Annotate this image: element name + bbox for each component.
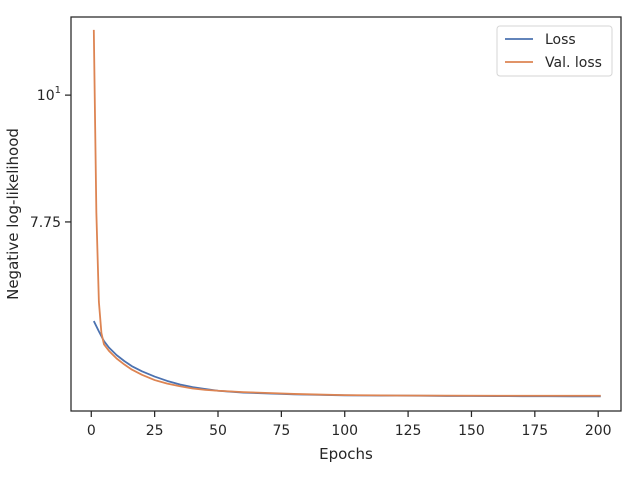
y-axis-label: Negative log-likelihood <box>4 128 22 300</box>
legend-label: Val. loss <box>545 55 602 71</box>
x-tick-label: 150 <box>458 423 485 439</box>
plot-content <box>92 29 601 398</box>
x-tick-label: 125 <box>395 423 422 439</box>
x-tick-label: 50 <box>209 423 227 439</box>
y-tick-label: 7.75 <box>30 215 61 231</box>
legend-label: Loss <box>545 32 576 48</box>
plot-frame <box>70 16 622 412</box>
legend: Loss Val. loss <box>496 25 613 77</box>
x-tick-label: 200 <box>585 423 612 439</box>
series-line-val-loss <box>92 29 601 397</box>
x-tick-label: 100 <box>331 423 358 439</box>
x-tick-label: 0 <box>87 423 96 439</box>
y-tick-label: 101 <box>37 85 61 104</box>
x-tick-label: 175 <box>521 423 548 439</box>
x-axis-label: Epochs <box>319 445 373 463</box>
x-tick-label: 25 <box>146 423 164 439</box>
y-axis: 101 7.75 <box>30 85 71 231</box>
x-axis: 0 25 50 75 100 125 150 175 200 <box>87 411 612 439</box>
x-tick-label: 75 <box>272 423 290 439</box>
